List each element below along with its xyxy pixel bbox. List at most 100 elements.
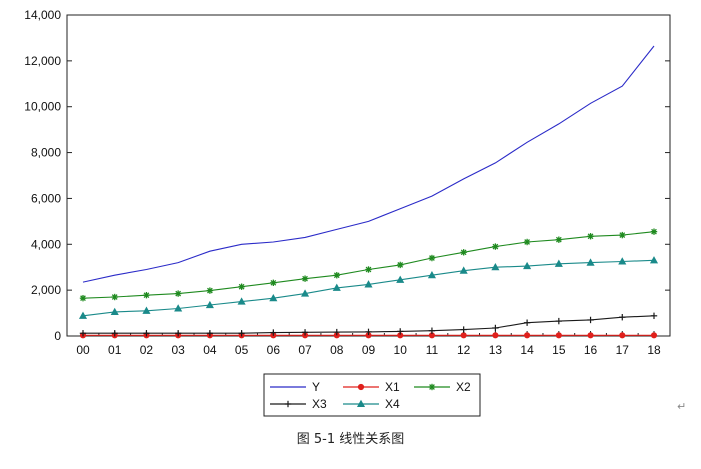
star-stroke [302,275,308,282]
x-tick-label: 13 [489,343,503,357]
x-tick-label: 17 [616,343,630,357]
data-point [174,304,183,312]
data-point [554,259,563,267]
legend-item-x2: X2 [414,380,471,394]
data-point [649,256,659,264]
star-stroke [207,287,213,294]
x-tick-label: 16 [584,343,598,357]
data-point [143,291,150,299]
figure-caption: 图 5-1 线性关系图 [296,432,405,447]
star-stroke [524,239,530,245]
data-point [460,249,467,256]
data-point [270,279,277,287]
data-point [333,272,340,279]
x-tick-label: 08 [330,343,344,357]
x-tick-label: 00 [76,343,90,357]
x-tick-label: 18 [647,343,661,357]
data-point [174,290,182,297]
x-tick-label: 06 [267,343,281,357]
data-point [619,231,626,239]
data-point [270,329,277,336]
data-point [357,383,365,391]
data-point [524,332,531,339]
data-point [397,328,404,335]
data-point [396,275,405,283]
legend-label: Y [312,380,320,394]
data-point [427,271,436,279]
data-point [142,306,151,314]
star-stroke [429,384,435,390]
data-point [78,311,88,319]
data-point [365,328,372,336]
data-point [650,332,658,339]
data-point [492,332,499,339]
star-stroke [365,266,372,273]
y-tick-label: 14,000 [24,8,61,22]
star-stroke [333,272,340,279]
y-tick-label: 0 [54,329,61,343]
data-point [269,293,278,302]
paragraph-return-mark: ↵ [677,400,687,413]
x-tick-label: 11 [426,343,439,357]
data-point [206,330,214,337]
data-point [460,326,467,333]
y-tick-label: 6,000 [31,191,61,205]
data-point [174,330,182,337]
data-point [428,327,436,334]
legend-label: X4 [385,397,400,411]
legend-label: X1 [385,380,400,394]
star-stroke [238,283,245,290]
star-stroke [651,228,657,235]
star-stroke [175,290,182,297]
data-point [365,266,372,273]
data-point [301,289,310,297]
data-point [238,283,245,290]
x-tick-label: 14 [520,343,534,357]
star-stroke [555,236,562,243]
legend-item-x3: X3 [270,397,327,411]
legend-box [263,373,481,417]
y-tick-label: 2,000 [31,283,61,297]
legend-item-x1: X1 [343,380,400,394]
data-point [143,330,150,337]
star-stroke [80,295,86,302]
data-point [111,330,118,337]
series-x3 [79,312,658,337]
series-line-y [82,45,655,283]
star-stroke [111,294,118,300]
x-tick-label: 05 [235,343,249,357]
data-point [460,332,467,339]
series-y [82,45,655,283]
data-point [79,294,87,302]
data-point [110,307,119,315]
y-tick-label: 8,000 [31,146,61,160]
series-x4 [78,256,659,319]
y-tick-label: 10,000 [24,100,61,114]
star-stroke [397,262,404,268]
legend-item-x4: X4 [343,397,400,411]
data-point [523,238,531,246]
data-point [206,287,214,294]
x-tick-label: 04 [203,343,217,357]
data-point [650,312,658,320]
data-point [619,332,626,339]
legend-item-y: Y [270,380,320,394]
data-point [555,236,563,243]
series-x2 [79,228,658,302]
x-tick-label: 03 [171,343,185,357]
star-stroke [143,292,150,299]
x-tick-label: 02 [140,343,154,357]
data-point [586,258,595,266]
data-point [333,328,340,336]
data-point [587,332,594,339]
y-tick-label: 4,000 [31,237,61,251]
data-point [238,330,245,337]
data-point [459,266,468,274]
data-point [555,332,562,339]
x-tick-label: 01 [108,343,122,357]
data-point [618,257,627,265]
data-point [284,400,292,408]
data-point [650,228,658,235]
star-stroke [429,255,435,261]
